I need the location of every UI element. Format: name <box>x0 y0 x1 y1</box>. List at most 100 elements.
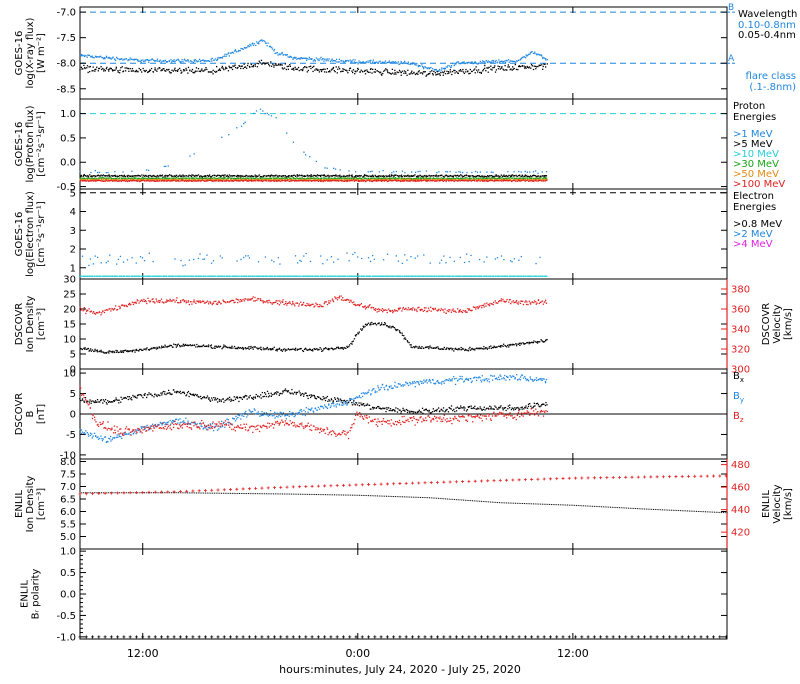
data-point <box>147 298 148 299</box>
data-point <box>370 180 371 181</box>
data-point <box>247 255 248 256</box>
data-point <box>206 255 207 256</box>
data-point <box>196 71 197 72</box>
data-point <box>326 301 327 302</box>
data-point <box>535 263 536 264</box>
data-point <box>343 300 344 301</box>
data-point <box>134 276 135 277</box>
data-point <box>363 327 364 328</box>
data-point <box>89 66 90 67</box>
data-point <box>173 61 174 62</box>
data-point <box>82 55 83 56</box>
data-point <box>483 346 484 347</box>
data-point <box>131 59 132 60</box>
data-point <box>199 71 200 72</box>
data-point <box>533 175 534 176</box>
data-point <box>164 345 165 346</box>
data-point <box>469 73 470 74</box>
data-point <box>525 276 526 277</box>
data-point <box>272 64 273 65</box>
data-point <box>176 347 177 348</box>
data-point <box>445 276 446 277</box>
legend-title: Energies <box>733 202 776 213</box>
data-point <box>125 181 126 182</box>
data-point <box>144 180 145 181</box>
data-point <box>490 345 491 346</box>
data-point <box>386 62 387 63</box>
data-point <box>279 300 280 301</box>
data-point <box>418 66 419 67</box>
data-point <box>270 302 271 303</box>
data-point <box>155 347 156 348</box>
data-point <box>107 261 108 262</box>
data-point <box>411 71 412 72</box>
data-point <box>253 45 254 46</box>
data-point <box>173 180 174 181</box>
data-point <box>456 349 457 350</box>
data-point <box>118 259 119 260</box>
data-point <box>486 276 487 277</box>
data-point <box>203 176 204 177</box>
data-point <box>398 61 399 62</box>
data-point <box>446 313 447 314</box>
data-point <box>133 175 134 176</box>
data-point <box>540 177 541 178</box>
data-point <box>129 276 130 277</box>
data-point <box>168 165 169 166</box>
data-point <box>128 59 129 60</box>
data-point <box>247 45 248 46</box>
data-point <box>184 70 185 71</box>
data-point <box>271 349 272 350</box>
data-point <box>91 311 92 312</box>
data-point <box>380 72 381 73</box>
data-point <box>490 178 491 179</box>
data-point <box>535 341 536 342</box>
data-point <box>423 348 424 349</box>
data-point <box>97 351 98 352</box>
data-point <box>484 306 485 307</box>
data-point <box>240 50 241 51</box>
data-point <box>460 171 461 172</box>
data-point <box>449 309 450 310</box>
data-point <box>465 310 466 311</box>
data-point <box>95 170 96 171</box>
data-point <box>379 178 380 179</box>
data-point <box>319 175 320 176</box>
data-point <box>223 175 224 176</box>
data-point <box>500 180 501 181</box>
data-point <box>380 175 381 176</box>
data-point <box>106 68 107 69</box>
data-point <box>484 65 485 66</box>
data-point <box>496 69 497 70</box>
data-point <box>335 178 336 179</box>
data-point <box>415 258 416 259</box>
data-point <box>192 174 193 175</box>
data-point <box>430 67 431 68</box>
data-point <box>327 276 328 277</box>
data-point <box>528 54 529 55</box>
data-point <box>321 306 322 307</box>
data-point <box>472 63 473 64</box>
data-point <box>287 180 288 181</box>
data-point <box>227 175 228 176</box>
data-point <box>386 310 387 311</box>
data-point <box>271 180 272 181</box>
data-point <box>146 347 147 348</box>
data-point <box>494 175 495 176</box>
data-point <box>372 255 373 256</box>
data-point <box>444 308 445 309</box>
data-point <box>298 276 299 277</box>
data-point <box>397 180 398 181</box>
data-point <box>91 179 92 180</box>
data-point <box>250 346 251 347</box>
data-point <box>505 62 506 63</box>
data-point <box>499 62 500 63</box>
data-point <box>506 70 507 71</box>
y-label-line: GOES-16 <box>14 31 25 76</box>
data-point <box>240 176 241 177</box>
data-point <box>467 350 468 351</box>
data-point <box>393 180 394 181</box>
data-point <box>198 68 199 69</box>
data-point <box>446 179 447 180</box>
data-point <box>404 337 405 338</box>
